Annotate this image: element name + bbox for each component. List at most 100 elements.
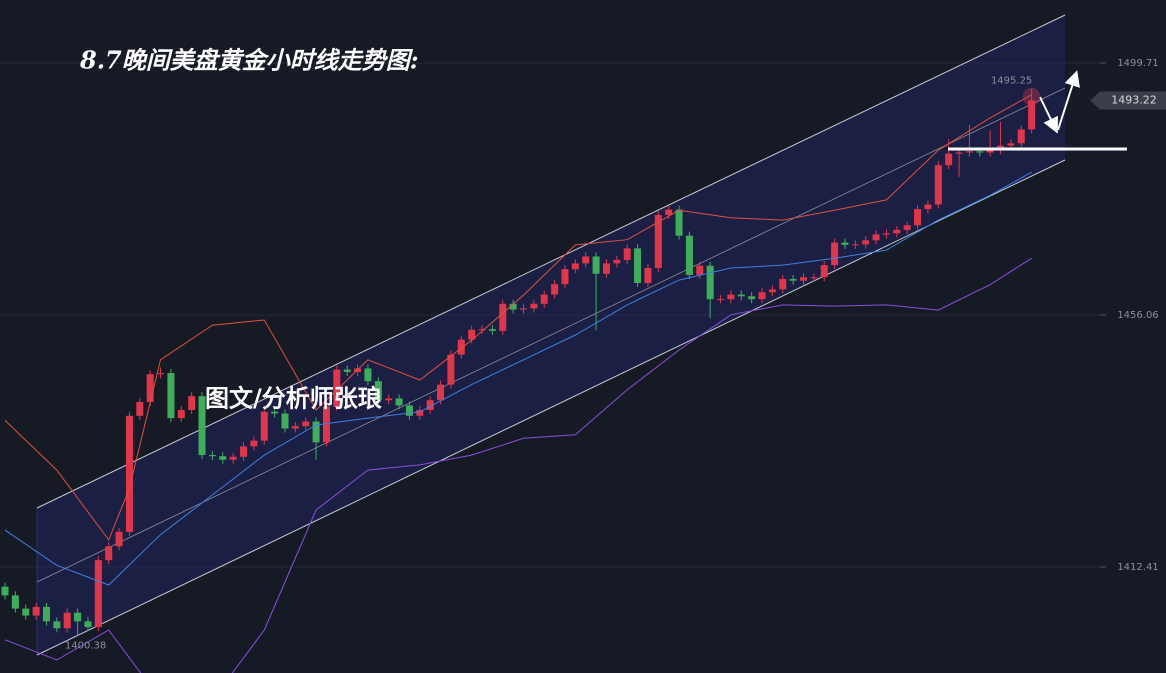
candle-body (592, 256, 600, 274)
candle-body (240, 446, 248, 457)
candle-body (426, 400, 434, 411)
candle-body (468, 329, 476, 340)
candle-body (333, 369, 341, 407)
candle-body (478, 329, 486, 331)
candle-body (530, 303, 538, 309)
candle-body (22, 608, 30, 616)
candle-body (198, 396, 206, 456)
candle-body (914, 209, 922, 226)
candle-body (810, 277, 818, 279)
candle-body (696, 265, 704, 275)
candle-body (934, 165, 942, 205)
candle-body (882, 233, 890, 235)
candle-body (364, 368, 372, 382)
labels: 1412.41 1456.06 1499.71 1495.25 1400.38 1493.… (65, 58, 1166, 651)
candle-body (1028, 100, 1036, 130)
candle-body (779, 278, 787, 290)
candle-body (167, 373, 175, 419)
candle-body (727, 294, 735, 300)
candle-body (872, 234, 880, 241)
candle-body (955, 152, 963, 154)
candle-body (271, 411, 279, 414)
candle-body (437, 384, 445, 401)
candle-body (862, 240, 870, 245)
candle-body (654, 214, 662, 268)
candle-body (945, 153, 953, 166)
candle-body (53, 621, 61, 629)
candle-body (665, 209, 673, 215)
candle-body (758, 292, 766, 300)
candle-body (291, 426, 299, 429)
candle-body (395, 398, 403, 406)
candle-body (208, 455, 216, 457)
candle-body (986, 150, 994, 153)
plot (1, 88, 1036, 673)
candle-body (499, 303, 507, 331)
arrow-down (1039, 96, 1058, 134)
candle-body (146, 374, 154, 402)
candle-body (965, 151, 973, 153)
candle-body (976, 151, 984, 153)
candle-body (281, 413, 289, 429)
indicator-line (4, 94, 1032, 541)
candle-body (229, 456, 237, 460)
candle-body (115, 531, 123, 547)
candle-body (582, 256, 590, 264)
candle-body (94, 560, 102, 628)
candle-body (322, 406, 330, 443)
candle-body (302, 421, 310, 427)
candle-body (177, 410, 185, 419)
candle-body (644, 267, 652, 284)
candle-body (675, 209, 683, 236)
candle-body (893, 229, 901, 234)
indicator-line (4, 171, 1032, 586)
candle-body (385, 398, 393, 401)
candle-body (602, 263, 610, 274)
chart-title: 8.7晚间美盘黄金小时线走势图: (79, 46, 419, 75)
high-glow (1022, 87, 1041, 106)
candle-body (748, 296, 756, 300)
candle-body (405, 405, 413, 416)
candle-body (561, 269, 569, 285)
candle-body (924, 204, 932, 210)
candle-body (136, 401, 144, 416)
y-tick-label: 1456.06 (1117, 310, 1158, 321)
candle-body (374, 381, 382, 401)
low-label: 1400.38 (65, 640, 106, 651)
candle-body (551, 284, 559, 295)
candle-body (799, 277, 807, 281)
channel-lower (36, 159, 1066, 656)
candle-body (1017, 129, 1025, 144)
candle-body (447, 354, 455, 385)
grid (0, 62, 1100, 568)
candle-body (84, 621, 92, 628)
y-tick-label: 1412.41 (1117, 562, 1158, 573)
candle-body (74, 612, 82, 622)
indicator-line (4, 257, 1032, 673)
candle-body (63, 612, 71, 629)
candle-body (488, 329, 496, 331)
candle-body (706, 265, 714, 300)
candle-body (820, 265, 828, 278)
candle-body (831, 242, 839, 266)
candle-body (343, 369, 351, 372)
candle-body (540, 294, 548, 304)
candle-body (717, 299, 725, 301)
candle-body (851, 244, 859, 246)
candle-body (571, 263, 579, 270)
candle-body (623, 248, 631, 260)
candle-body (903, 225, 911, 230)
high-label: 1495.25 (991, 76, 1032, 87)
channel-upper (36, 14, 1066, 509)
candle-body (685, 235, 693, 275)
candle-body (737, 294, 745, 297)
candle-body (520, 308, 527, 310)
price-tag (1090, 91, 1166, 110)
candle-body (613, 259, 621, 264)
candle-body (841, 242, 849, 245)
candle-body (219, 456, 227, 460)
candle-body (416, 410, 424, 416)
candle-body (789, 278, 797, 281)
candle-body (1, 586, 9, 596)
